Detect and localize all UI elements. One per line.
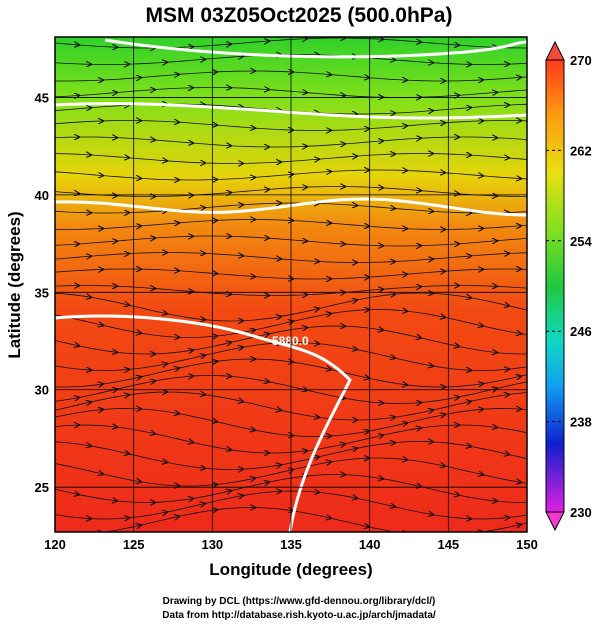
colorbar-tick-label: 262 — [570, 143, 592, 158]
colorbar-tick-label: 270 — [570, 53, 592, 68]
x-axis-label: Longitude (degrees) — [209, 560, 372, 579]
x-tick-label: 145 — [437, 537, 459, 552]
x-tick-label: 125 — [123, 537, 145, 552]
y-tick-label: 30 — [35, 383, 49, 398]
y-tick-label: 25 — [35, 480, 49, 495]
colorbar-tick-label: 238 — [570, 415, 592, 430]
colorbar-min-arrow — [546, 512, 564, 530]
contour-label: 5880.0 — [272, 334, 309, 348]
title: MSM 03Z05Oct2025 (500.0hPa) — [146, 4, 453, 27]
x-tick-label: 150 — [516, 537, 538, 552]
stream-arrow — [403, 533, 407, 534]
colorbar-tick-label: 254 — [570, 234, 592, 249]
colorbar — [546, 60, 564, 512]
credit-line: Drawing by DCL (https://www.gfd-dennou.o… — [163, 596, 436, 607]
y-axis-label: Latitude (degrees) — [5, 211, 24, 358]
colorbar-max-arrow — [546, 42, 564, 60]
y-tick-label: 35 — [35, 285, 49, 300]
x-tick-label: 135 — [280, 537, 302, 552]
y-tick-label: 45 — [35, 90, 49, 105]
x-tick-label: 140 — [359, 537, 381, 552]
credit-line: Data from http://database.rish.kyoto-u.a… — [162, 610, 436, 621]
y-tick-label: 40 — [35, 188, 49, 203]
colorbar-tick-label: 230 — [570, 505, 592, 520]
x-tick-label: 130 — [201, 537, 223, 552]
x-tick-label: 120 — [44, 537, 66, 552]
colorbar-tick-label: 246 — [570, 324, 592, 339]
